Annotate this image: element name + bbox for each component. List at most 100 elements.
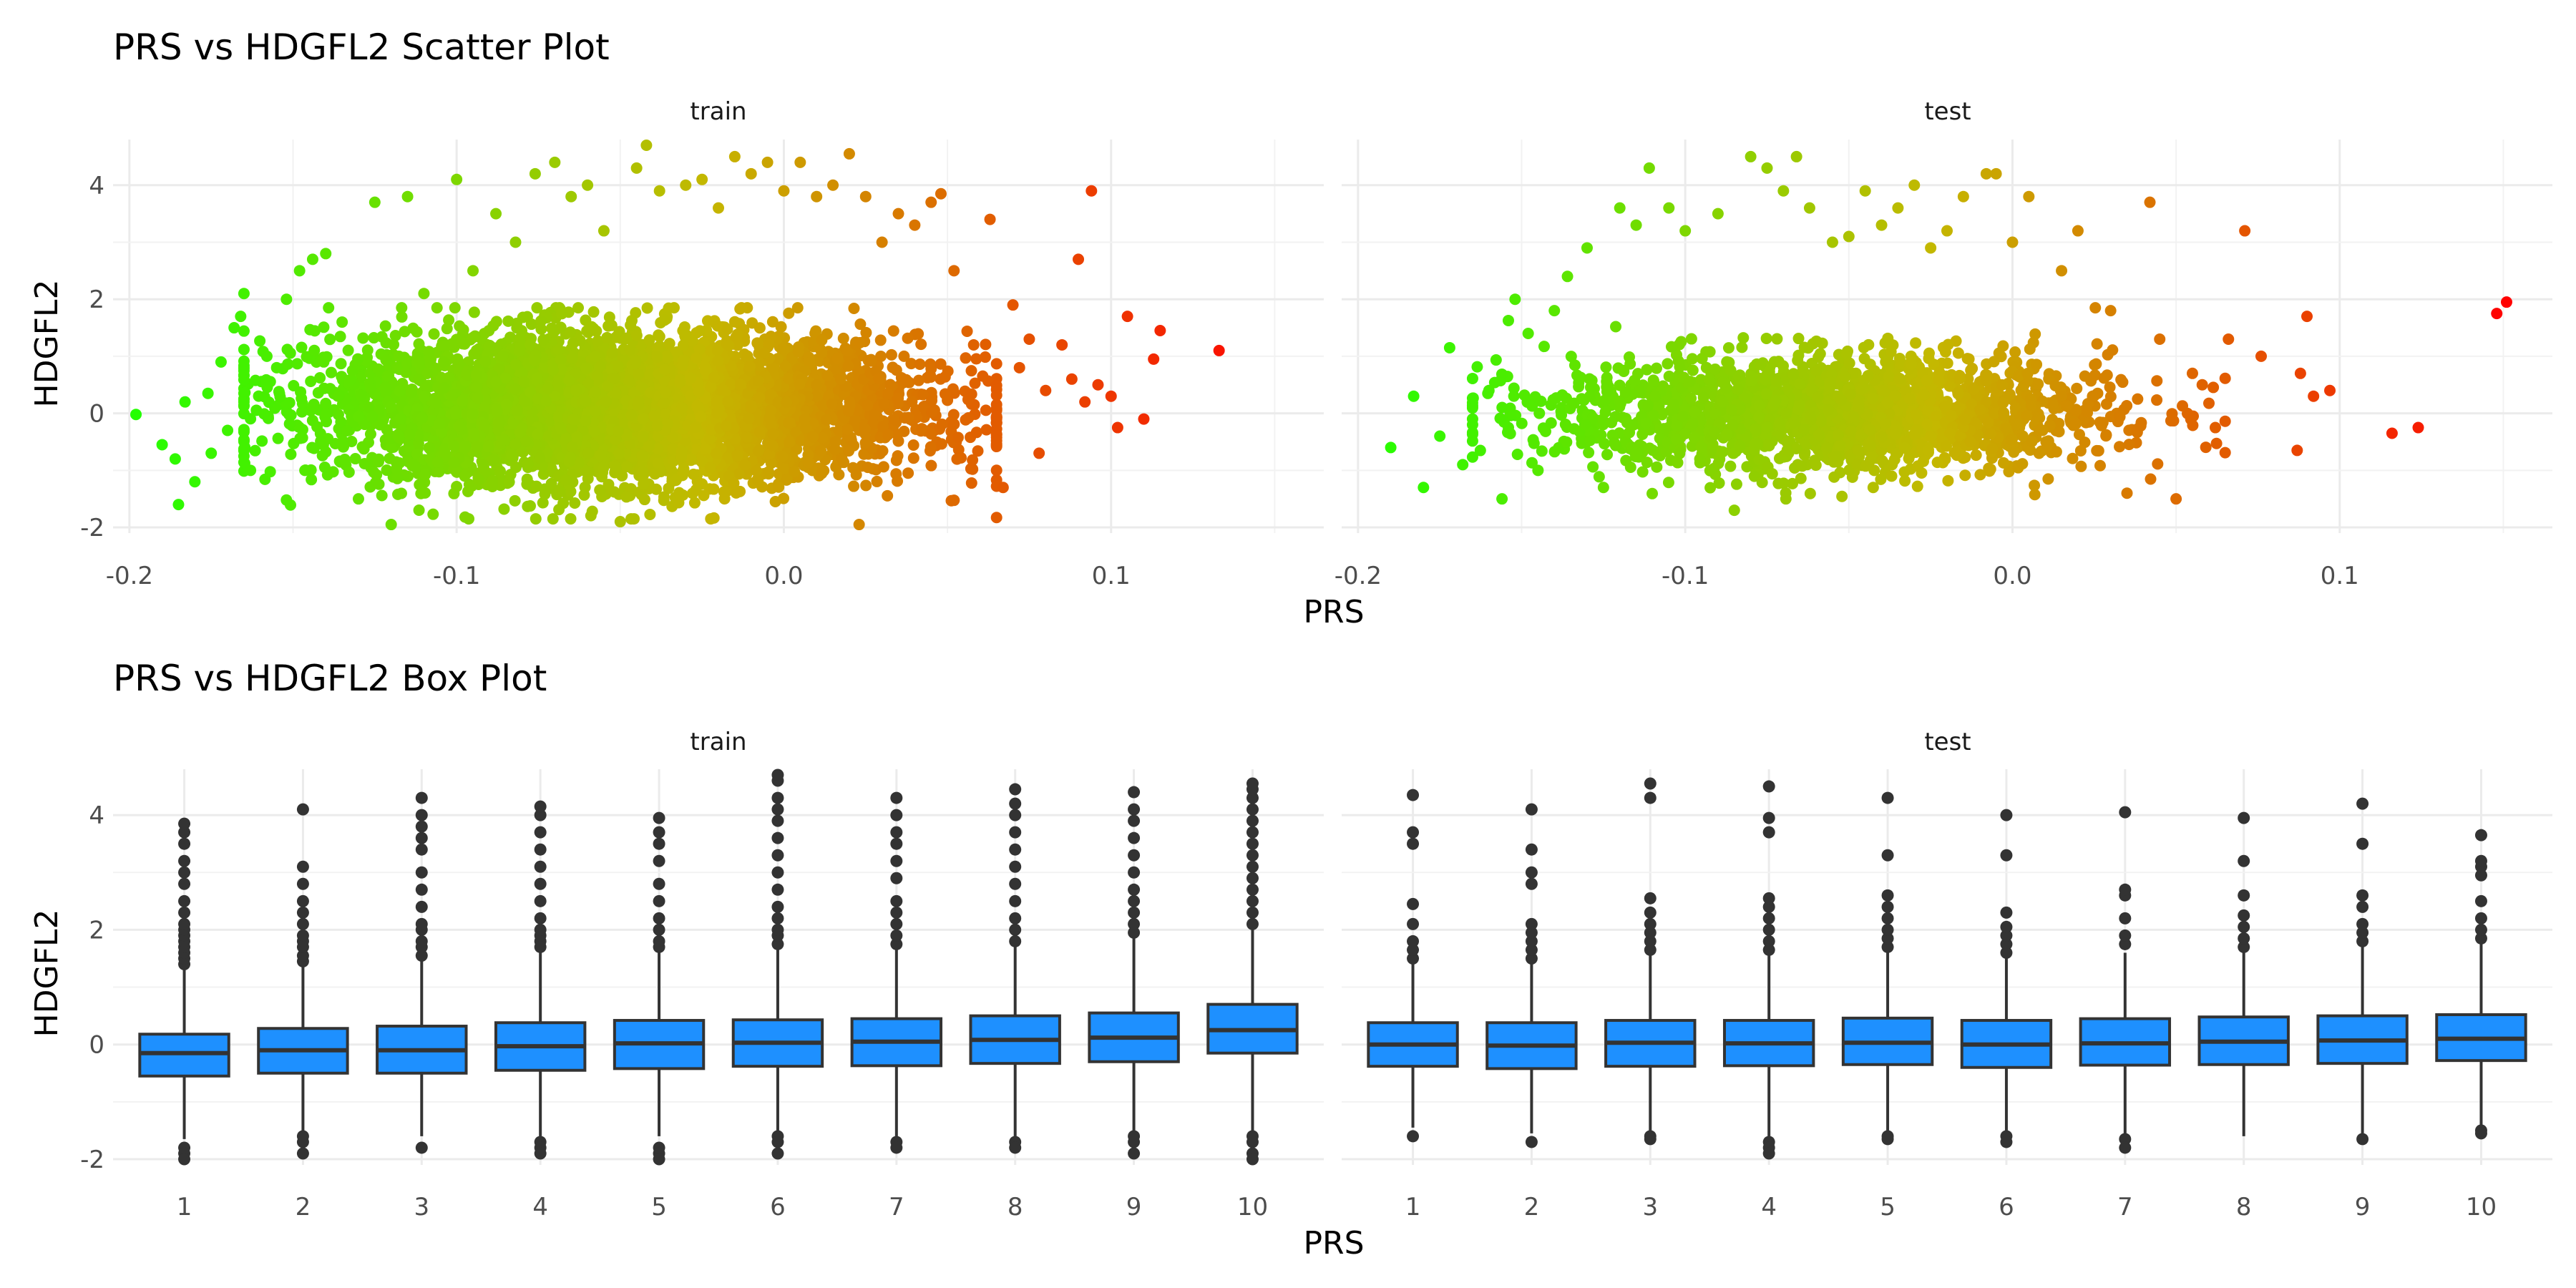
scatter-point — [427, 508, 439, 520]
scatter-facet-strip-train: train — [690, 97, 746, 126]
scatter-point — [567, 414, 579, 426]
scatter-point — [254, 335, 266, 347]
scatter-point — [532, 429, 544, 441]
scatter-point — [448, 487, 460, 499]
scatter-point — [373, 478, 385, 490]
scatter-point — [379, 320, 391, 332]
scatter-point — [926, 394, 938, 406]
scatter-point — [915, 338, 927, 351]
scatter-point — [509, 494, 521, 507]
scatter-point — [518, 376, 530, 388]
scatter-point — [638, 494, 650, 506]
scatter-point — [284, 499, 296, 511]
scatter-point — [837, 332, 849, 344]
scatter-point — [685, 454, 697, 466]
scatter-point — [741, 350, 753, 362]
scatter-point — [433, 466, 445, 478]
scatter-point — [906, 396, 918, 408]
scatter-point — [589, 405, 601, 417]
scatter-point — [555, 353, 567, 366]
scatter-point — [582, 447, 595, 459]
scatter-point — [980, 404, 992, 416]
scatter-point — [396, 311, 408, 323]
scatter-point — [935, 358, 947, 370]
scatter-point — [907, 439, 919, 451]
scatter-point — [531, 302, 543, 314]
scatter-point — [487, 474, 499, 487]
scatter-point — [346, 364, 358, 376]
scatter-point — [821, 414, 833, 426]
scatter-point — [405, 386, 417, 399]
scatter-point — [815, 444, 827, 457]
scatter-point — [564, 326, 576, 338]
scatter-point — [272, 432, 284, 444]
scatter-point — [854, 336, 866, 348]
scatter-point — [320, 397, 332, 409]
scatter-point — [335, 358, 347, 370]
scatter-point — [288, 437, 300, 449]
scatter-point — [283, 418, 296, 430]
scatter-point — [514, 426, 526, 439]
scatter-point — [567, 441, 579, 453]
scatter-point — [443, 314, 455, 326]
scatter-point — [898, 350, 910, 362]
scatter-point — [625, 409, 638, 421]
scatter-point — [395, 487, 407, 499]
scatter-point — [638, 478, 650, 490]
scatter-point — [882, 489, 894, 502]
scatter-point — [585, 509, 597, 522]
scatter-point — [428, 328, 440, 340]
scatter-point — [521, 473, 533, 485]
scatter-facet-strip-test: test — [1924, 97, 1971, 126]
scatter-point — [690, 484, 702, 496]
scatter-point — [659, 364, 671, 376]
scatter-point — [751, 464, 763, 477]
scatter-point — [630, 329, 643, 341]
scatter-point — [816, 467, 828, 479]
scatter-point — [965, 388, 977, 400]
scatter-point — [589, 351, 601, 363]
scatter-point — [537, 333, 550, 346]
scatter-point — [434, 417, 446, 429]
scatter-point — [395, 413, 407, 425]
scatter-y-tick-label: -2 — [80, 514, 104, 542]
scatter-point — [338, 440, 350, 452]
scatter-point — [470, 344, 482, 356]
scatter-point — [494, 465, 506, 477]
scatter-point — [677, 358, 689, 371]
scatter-point — [239, 441, 251, 454]
scatter-point — [595, 449, 607, 462]
scatter-point — [862, 462, 874, 474]
scatter-point — [939, 371, 951, 383]
scatter-point — [777, 343, 789, 355]
scatter-point — [394, 385, 406, 397]
scatter-point — [570, 384, 582, 396]
scatter-point — [925, 428, 937, 440]
scatter-point — [700, 444, 712, 456]
scatter-point — [675, 451, 688, 463]
scatter-point — [453, 420, 465, 432]
scatter-point — [807, 431, 819, 443]
scatter-point — [459, 441, 471, 453]
scatter-point — [399, 326, 411, 338]
scatter-point — [491, 406, 503, 418]
scatter-point — [468, 427, 480, 439]
scatter-point — [649, 468, 661, 480]
scatter-point — [767, 428, 779, 440]
scatter-point — [525, 318, 537, 331]
scatter-point — [753, 391, 766, 404]
scatter-point — [821, 370, 834, 382]
scatter-point — [912, 374, 924, 386]
scatter-point — [636, 449, 648, 462]
scatter-point — [718, 493, 731, 505]
scatter-point — [736, 302, 748, 314]
scatter-point — [578, 489, 590, 501]
scatter-point — [487, 454, 499, 467]
scatter-point — [258, 408, 270, 420]
scatter-point — [783, 372, 795, 384]
scatter-point — [625, 513, 638, 525]
scatter-point — [873, 373, 885, 385]
scatter-point — [626, 315, 638, 327]
scatter-point — [658, 314, 670, 326]
